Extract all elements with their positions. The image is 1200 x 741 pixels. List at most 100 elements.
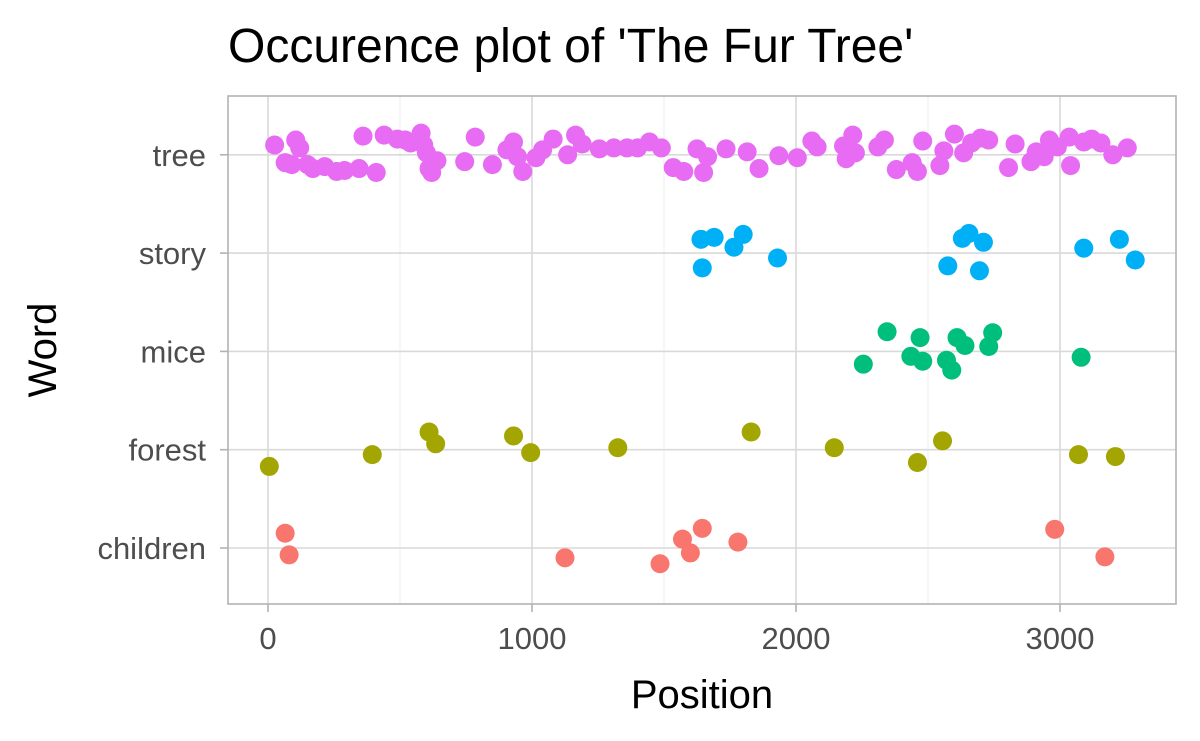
point-forest: [1068, 445, 1088, 465]
point-tree: [366, 162, 386, 182]
point-tree: [349, 159, 369, 179]
point-mice: [1071, 347, 1091, 367]
x-tick-label: 0: [259, 621, 276, 656]
point-story: [973, 232, 993, 252]
point-tree: [1005, 134, 1025, 154]
point-tree: [934, 141, 954, 161]
grid-lines: [228, 96, 1176, 604]
y-tick-label-story: story: [139, 236, 207, 271]
point-story: [704, 227, 724, 247]
y-tick-label-forest: forest: [128, 433, 206, 468]
y-axis-tick-labels: children forest mice story tree: [97, 138, 206, 566]
point-tree: [749, 159, 769, 179]
x-axis-title: Position: [631, 673, 773, 717]
point-tree: [543, 129, 563, 149]
point-tree: [589, 139, 609, 159]
point-story: [733, 224, 753, 244]
point-children: [672, 529, 692, 549]
point-children: [680, 543, 700, 563]
data-points: [259, 123, 1145, 574]
point-tree: [1061, 156, 1081, 176]
point-children: [1095, 547, 1115, 567]
point-forest: [608, 438, 628, 458]
point-tree: [465, 127, 485, 147]
point-mice: [955, 336, 975, 356]
point-story: [959, 223, 979, 243]
point-forest: [362, 445, 382, 465]
point-tree: [787, 148, 807, 168]
point-tree: [886, 160, 906, 180]
point-forest: [907, 452, 927, 472]
point-mice: [942, 360, 962, 380]
point-tree: [558, 145, 578, 165]
point-tree: [716, 139, 736, 159]
point-tree: [807, 137, 827, 157]
point-tree: [1034, 147, 1054, 167]
point-children: [650, 554, 670, 574]
point-tree: [507, 147, 527, 167]
x-axis-tick-labels: 0 1000 2000 3000: [259, 621, 1094, 656]
point-tree: [282, 155, 302, 175]
point-tree: [455, 152, 475, 172]
point-story: [938, 256, 958, 276]
axis-ticks: [220, 154, 1061, 612]
point-story: [1125, 250, 1145, 270]
point-mice: [853, 354, 873, 374]
point-tree: [930, 156, 950, 176]
point-tree: [1117, 138, 1137, 158]
point-story: [1074, 238, 1094, 258]
point-story: [1109, 229, 1129, 249]
chart-title: Occurence plot of 'The Fur Tree': [228, 20, 913, 73]
point-tree: [769, 146, 789, 166]
point-tree: [335, 161, 355, 181]
x-tick-label: 1000: [498, 621, 567, 656]
x-tick-label: 2000: [762, 621, 831, 656]
x-tick-label: 3000: [1026, 621, 1095, 656]
point-tree: [913, 131, 933, 151]
y-tick-label-children: children: [97, 531, 206, 566]
point-tree: [651, 138, 671, 158]
y-tick-label-tree: tree: [153, 138, 206, 173]
point-tree: [353, 126, 373, 146]
point-story: [768, 248, 788, 268]
point-mice: [877, 322, 897, 342]
point-tree: [979, 130, 999, 150]
point-forest: [824, 438, 844, 458]
point-children: [275, 523, 295, 543]
point-tree: [482, 155, 502, 175]
point-tree: [694, 162, 714, 182]
y-axis-title: Word: [21, 303, 65, 398]
point-tree: [513, 162, 533, 182]
point-forest: [504, 426, 524, 446]
point-tree: [674, 162, 694, 182]
point-children: [279, 545, 299, 565]
point-tree: [874, 130, 894, 150]
point-tree: [504, 132, 524, 152]
point-forest: [933, 431, 953, 451]
point-tree: [1091, 133, 1111, 153]
point-tree: [427, 151, 447, 171]
point-tree: [907, 162, 927, 182]
point-tree: [999, 158, 1019, 178]
point-tree: [265, 135, 285, 155]
point-tree: [290, 138, 310, 158]
point-tree: [604, 138, 624, 158]
point-children: [692, 518, 712, 538]
point-children: [1045, 519, 1065, 539]
point-forest: [1105, 447, 1125, 467]
point-mice: [913, 351, 933, 371]
point-forest: [521, 443, 541, 463]
point-tree: [572, 134, 592, 154]
y-tick-label-mice: mice: [141, 334, 206, 369]
point-mice: [983, 323, 1003, 343]
point-tree: [845, 143, 865, 163]
point-tree: [1103, 145, 1123, 165]
point-tree: [698, 147, 718, 167]
point-forest: [426, 434, 446, 454]
point-tree: [737, 142, 757, 162]
point-tree: [944, 124, 964, 144]
plot-panel-border: [227, 95, 1177, 605]
point-story: [692, 258, 712, 278]
point-children: [555, 548, 575, 568]
